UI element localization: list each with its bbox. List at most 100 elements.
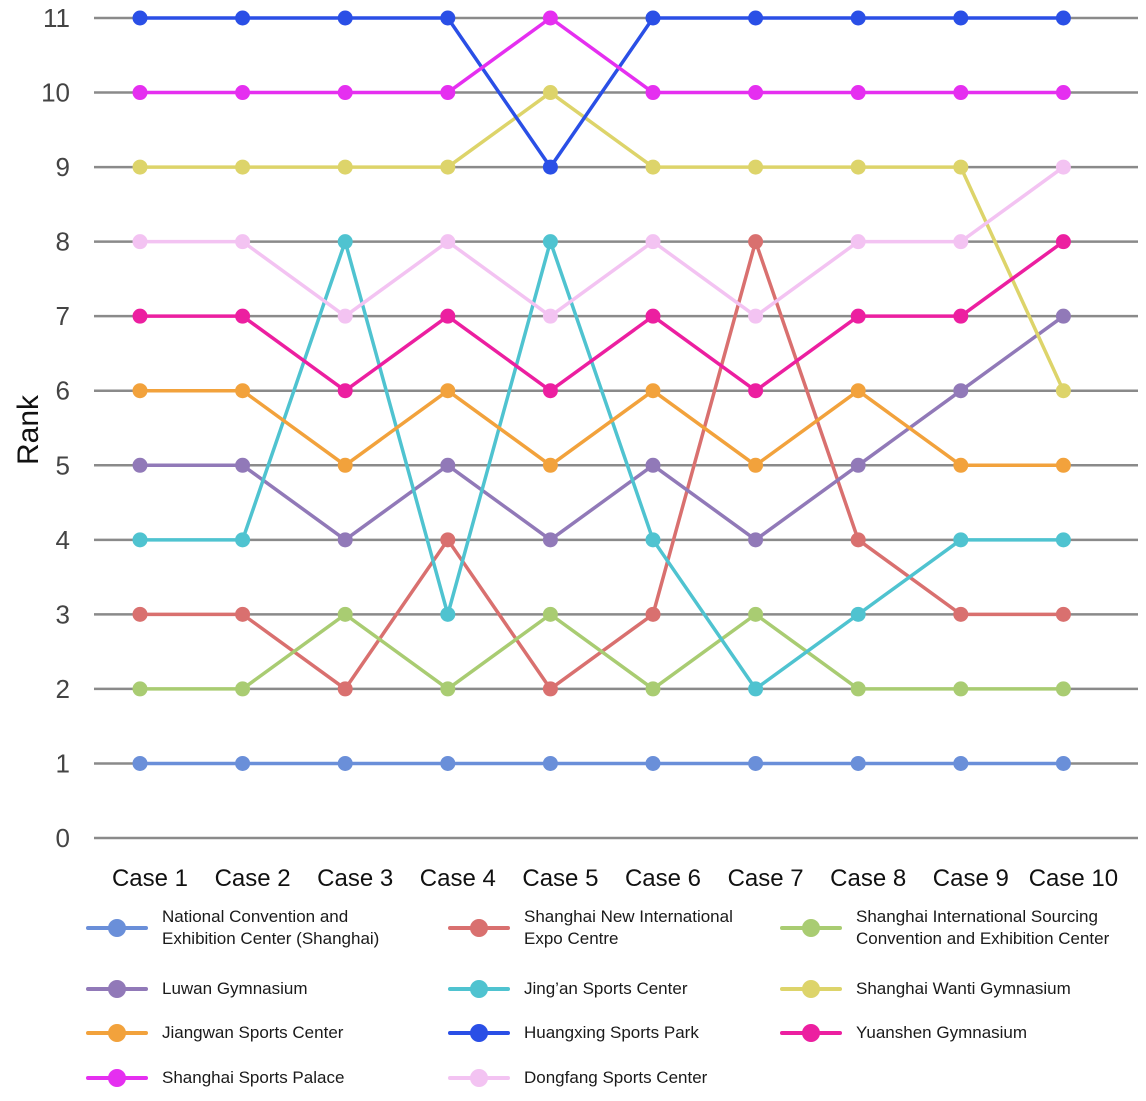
x-tick-label: Case 2 xyxy=(215,865,291,892)
data-point xyxy=(542,234,558,250)
data-point xyxy=(1055,457,1071,473)
x-tick-label: Case 3 xyxy=(317,865,393,892)
data-point xyxy=(953,606,969,622)
data-point xyxy=(235,532,251,548)
data-point xyxy=(953,681,969,697)
x-tick-label: Case 6 xyxy=(625,865,701,892)
data-point xyxy=(953,10,969,26)
x-tick-label: Case 4 xyxy=(420,865,496,892)
legend-item: Shanghai New International Expo Centre xyxy=(448,905,733,951)
data-point xyxy=(645,234,661,250)
data-point xyxy=(235,457,251,473)
series-10 xyxy=(132,159,1071,324)
data-point xyxy=(1055,10,1071,26)
data-point xyxy=(748,85,764,101)
legend-item: Shanghai Wanti Gymnasium xyxy=(780,966,1071,1012)
legend-item: Luwan Gymnasium xyxy=(86,966,308,1012)
data-point xyxy=(1055,85,1071,101)
series-7 xyxy=(132,10,1071,175)
data-point xyxy=(542,383,558,399)
legend-swatch xyxy=(86,978,148,1000)
data-point xyxy=(748,681,764,697)
data-point xyxy=(337,532,353,548)
data-point xyxy=(645,681,661,697)
data-point xyxy=(337,606,353,622)
legend-label: Dongfang Sports Center xyxy=(524,1068,708,1087)
series-8 xyxy=(132,234,1071,399)
data-point xyxy=(235,606,251,622)
data-point xyxy=(953,234,969,250)
data-point xyxy=(337,457,353,473)
data-point xyxy=(748,755,764,771)
data-point xyxy=(953,383,969,399)
data-point xyxy=(337,159,353,175)
data-point xyxy=(748,532,764,548)
legend-swatch xyxy=(448,978,510,1000)
series-line xyxy=(140,16,1064,169)
legend-swatch xyxy=(780,917,842,939)
data-point xyxy=(440,681,456,697)
data-point xyxy=(748,159,764,175)
data-point xyxy=(440,532,456,548)
data-point xyxy=(1055,234,1071,250)
data-point xyxy=(235,10,251,26)
legend-label: Shanghai Wanti Gymnasium xyxy=(856,979,1071,998)
legend-label: Jing’an Sports Center xyxy=(524,979,688,998)
data-point xyxy=(1055,383,1071,399)
data-point xyxy=(235,383,251,399)
legend-swatch xyxy=(86,1022,148,1044)
data-point xyxy=(850,755,866,771)
y-tick-label: 5 xyxy=(56,450,70,480)
data-point xyxy=(440,234,456,250)
data-point xyxy=(748,606,764,622)
data-point xyxy=(850,308,866,324)
data-point xyxy=(1055,159,1071,175)
data-point xyxy=(850,606,866,622)
data-point xyxy=(440,383,456,399)
data-point xyxy=(748,10,764,26)
data-point xyxy=(235,681,251,697)
data-point xyxy=(440,10,456,26)
data-point xyxy=(645,457,661,473)
y-tick-label: 1 xyxy=(56,748,70,778)
series-line xyxy=(140,612,1064,691)
data-point xyxy=(542,159,558,175)
data-point xyxy=(953,755,969,771)
legend-label: National Convention and Exhibition Cente… xyxy=(162,907,380,948)
x-tick-label: Case 8 xyxy=(830,865,906,892)
data-point xyxy=(645,383,661,399)
data-point xyxy=(337,383,353,399)
series-2 xyxy=(132,606,1071,697)
legend-swatch xyxy=(448,1022,510,1044)
data-point xyxy=(953,85,969,101)
series-6 xyxy=(132,383,1071,473)
data-point xyxy=(850,681,866,697)
data-point xyxy=(132,85,148,101)
data-point xyxy=(542,532,558,548)
legend-label: Shanghai International Sourcing Conventi… xyxy=(856,907,1110,948)
data-point xyxy=(235,308,251,324)
data-point xyxy=(645,10,661,26)
y-tick-label: 4 xyxy=(56,525,70,555)
y-tick-label: 7 xyxy=(56,301,70,331)
series-5 xyxy=(132,85,1071,399)
x-tick-labels: Case 1 Case 2 Case 3 Case 4 Case 5 Case 6 Case… xyxy=(112,865,1118,892)
data-point xyxy=(645,532,661,548)
data-point xyxy=(235,234,251,250)
legend-swatch xyxy=(448,1067,510,1089)
legend-label: Huangxing Sports Park xyxy=(524,1023,699,1042)
data-point xyxy=(850,532,866,548)
series-9 xyxy=(132,10,1071,101)
data-point xyxy=(440,85,456,101)
data-point xyxy=(645,308,661,324)
data-point xyxy=(132,532,148,548)
data-point xyxy=(542,457,558,473)
data-point xyxy=(645,159,661,175)
data-point xyxy=(235,85,251,101)
data-point xyxy=(850,234,866,250)
data-point xyxy=(235,159,251,175)
data-point xyxy=(132,606,148,622)
data-point xyxy=(1055,606,1071,622)
data-point xyxy=(953,308,969,324)
data-point xyxy=(1055,681,1071,697)
